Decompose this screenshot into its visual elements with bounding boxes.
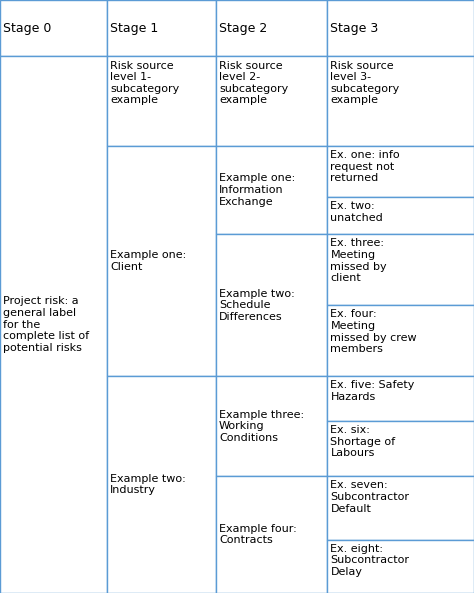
Text: Stage 3: Stage 3 xyxy=(330,22,379,35)
Text: Example two:
Schedule
Differences: Example two: Schedule Differences xyxy=(219,289,295,322)
Bar xyxy=(216,0,327,56)
Bar xyxy=(216,476,327,593)
Text: Example one:
Client: Example one: Client xyxy=(110,250,186,272)
Bar xyxy=(327,0,474,56)
Text: Ex. six:
Shortage of
Labours: Ex. six: Shortage of Labours xyxy=(330,425,395,458)
Bar xyxy=(327,421,474,476)
Text: Ex. five: Safety
Hazards: Ex. five: Safety Hazards xyxy=(330,380,415,402)
Bar xyxy=(107,56,216,146)
Bar xyxy=(327,305,474,376)
Bar xyxy=(327,540,474,593)
Bar xyxy=(216,376,327,476)
Text: Example one:
Information
Exchange: Example one: Information Exchange xyxy=(219,173,295,206)
Bar xyxy=(327,146,474,197)
Bar xyxy=(216,146,327,234)
Bar xyxy=(107,146,216,376)
Bar xyxy=(0,56,107,593)
Bar xyxy=(216,234,327,376)
Bar xyxy=(327,197,474,234)
Text: Stage 2: Stage 2 xyxy=(219,22,267,35)
Bar xyxy=(327,476,474,540)
Bar xyxy=(327,56,474,146)
Bar xyxy=(327,376,474,421)
Text: Risk source
level 3-
subcategory
example: Risk source level 3- subcategory example xyxy=(330,60,400,106)
Bar xyxy=(107,0,216,56)
Text: Risk source
level 1-
subcategory
example: Risk source level 1- subcategory example xyxy=(110,60,179,106)
Text: Risk source
level 2-
subcategory
example: Risk source level 2- subcategory example xyxy=(219,60,288,106)
Text: Ex. four:
Meeting
missed by crew
members: Ex. four: Meeting missed by crew members xyxy=(330,310,417,354)
Text: Example three:
Working
Conditions: Example three: Working Conditions xyxy=(219,410,304,443)
Text: Ex. two:
unatched: Ex. two: unatched xyxy=(330,202,383,223)
Text: Ex. seven:
Subcontractor
Default: Ex. seven: Subcontractor Default xyxy=(330,480,410,514)
Text: Example two:
Industry: Example two: Industry xyxy=(110,474,186,495)
Bar xyxy=(216,56,327,146)
Text: Example four:
Contracts: Example four: Contracts xyxy=(219,524,297,546)
Text: Ex. three:
Meeting
missed by
client: Ex. three: Meeting missed by client xyxy=(330,238,387,283)
Text: Ex. one: info
request not
returned: Ex. one: info request not returned xyxy=(330,150,400,183)
Bar xyxy=(107,376,216,593)
Text: Stage 1: Stage 1 xyxy=(110,22,158,35)
Text: Ex. eight:
Subcontractor
Delay: Ex. eight: Subcontractor Delay xyxy=(330,544,410,577)
Bar xyxy=(0,0,107,56)
Bar xyxy=(327,234,474,305)
Text: Project risk: a
general label
for the
complete list of
potential risks: Project risk: a general label for the co… xyxy=(3,296,90,353)
Text: Stage 0: Stage 0 xyxy=(3,22,52,35)
